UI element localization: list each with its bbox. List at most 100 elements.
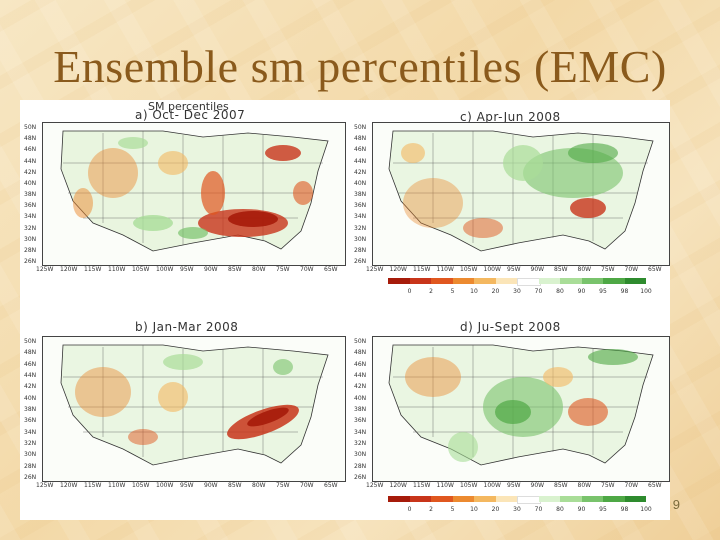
lat-tick-label: 26N <box>354 474 367 481</box>
map-c-svg <box>388 130 654 252</box>
panel-b: b) Jan-Mar 2008 <box>20 318 346 498</box>
lat-tick-label: 28N <box>24 246 37 254</box>
lon-tick-label: 125W <box>36 266 54 273</box>
map-b-svg <box>60 344 329 466</box>
colorbar-swatch <box>409 496 431 502</box>
colorbar-swatch <box>388 278 410 284</box>
colorbar-swatch <box>560 278 582 284</box>
colorbar-swatch <box>452 278 474 284</box>
lat-tick-label: 42N <box>354 383 367 391</box>
lon-tick-label: 70W <box>624 266 639 273</box>
lon-tick-label: 65W <box>324 482 338 489</box>
colorbar-label: 80 <box>556 288 564 295</box>
lat-tick-label: 44N <box>354 372 367 379</box>
figure-title: SM percentiles <box>148 100 229 113</box>
lat-tick-label: 30N <box>354 235 367 243</box>
colorbar-label: 5 <box>450 288 455 295</box>
lat-tick-label: 40N <box>354 394 367 402</box>
lon-tick-label: 90W <box>530 266 545 273</box>
lat-tick-label: 30N <box>24 451 37 459</box>
colorbar-label: 100 <box>640 506 652 513</box>
wet-anomalies-d <box>448 349 638 462</box>
lat-tick-label: 46N <box>354 360 367 368</box>
lon-tick-label: 115W <box>84 266 102 273</box>
colorbar-label: 0 <box>407 506 412 513</box>
colorbar-top: 0 2 5 10 20 30 70 80 90 95 98 100 <box>388 278 652 298</box>
lat-tick-label: 38N <box>354 191 367 198</box>
lon-tick-label: 125W <box>366 266 384 273</box>
colorbar-label: 10 <box>470 288 478 295</box>
lon-tick-label: 100W <box>156 482 174 489</box>
colorbar-swatch <box>517 278 541 286</box>
lat-tick-label: 46N <box>354 146 367 154</box>
lon-tick-label: 120W <box>389 266 407 273</box>
colorbar-label: 10 <box>470 506 478 513</box>
colorbar-label: 0 <box>407 288 412 295</box>
map-panel-d <box>372 336 670 482</box>
lat-tick-label: 50N <box>354 338 367 345</box>
lon-tick-label: 120W <box>60 482 78 489</box>
colorbar-label: 30 <box>513 288 521 295</box>
panel-c-title: c) Apr-Jun 2008 <box>460 110 561 124</box>
lon-tick-label: 70W <box>624 482 639 489</box>
lon-tick-label: 75W <box>276 266 290 273</box>
lon-tick-label: 80W <box>252 482 266 489</box>
map-d-svg <box>388 344 654 466</box>
sm-percentiles-figure: SM percentiles a) Oct- Dec 2007 <box>20 100 670 520</box>
wet-anomalies-b <box>163 354 293 375</box>
lat-tick-label: 32N <box>354 440 367 447</box>
lon-tick-label: 95W <box>180 266 194 273</box>
colorbar-label: 70 <box>534 506 543 513</box>
wet-anomalies-c <box>503 143 623 198</box>
colorbar-swatch <box>560 496 582 502</box>
colorbar-label: 98 <box>620 288 629 295</box>
panel-b-title: b) Jan-Mar 2008 <box>135 320 239 334</box>
lat-tick-label: 28N <box>354 462 367 470</box>
colorbar-bottom: 0 2 5 10 20 30 70 80 90 95 98 100 <box>388 496 652 516</box>
colorbar-swatch <box>474 278 496 284</box>
lon-tick-label: 90W <box>204 482 218 489</box>
lat-tick-label: 42N <box>24 383 37 391</box>
colorbar-swatch <box>517 496 541 504</box>
lon-tick-label: 80W <box>252 266 266 273</box>
lon-tick-label: 110W <box>108 482 126 489</box>
lon-tick-label: 85W <box>228 482 242 489</box>
panel-a: a) Oct- Dec 2007 <box>20 108 346 278</box>
lat-tick-label: 40N <box>24 179 37 187</box>
lon-tick-label: 105W <box>132 266 150 273</box>
colorbar-swatch <box>452 496 474 502</box>
colorbar-swatch <box>624 278 646 284</box>
lon-tick-label: 70W <box>300 482 314 489</box>
lat-tick-label: 48N <box>24 349 37 357</box>
colorbar-swatch <box>474 496 496 502</box>
lon-tick-label: 120W <box>60 266 78 273</box>
colorbar-label: 90 <box>577 506 586 513</box>
lat-tick-label: 32N <box>354 224 367 232</box>
lon-tick-label: 105W <box>460 482 478 489</box>
lat-tick-label: 28N <box>24 462 37 470</box>
lon-tick-label: 125W <box>366 482 384 489</box>
lon-tick-label: 65W <box>648 482 662 489</box>
lat-tick-label: 44N <box>24 157 37 165</box>
lon-tick-label: 110W <box>108 266 126 273</box>
panel-c: c) Apr-Jun 2008 <box>350 108 670 298</box>
map-panel-c <box>372 122 670 266</box>
colorbar-label: 20 <box>491 506 500 513</box>
lat-tick-label: 26N <box>24 474 37 481</box>
map-panel-b <box>42 336 346 482</box>
lon-tick-label: 120W <box>389 482 407 489</box>
colorbar-swatch <box>538 278 560 284</box>
lat-tick-label: 50N <box>24 124 37 131</box>
lat-tick-label: 44N <box>24 372 37 379</box>
lon-tick-label: 115W <box>413 266 431 273</box>
lat-tick-label: 38N <box>354 406 367 413</box>
lat-tick-label: 34N <box>24 428 37 436</box>
map-panel-a <box>42 122 346 266</box>
colorbar-label: 90 <box>577 288 586 295</box>
colorbar-label: 80 <box>556 506 564 513</box>
page-number: 9 <box>672 497 680 512</box>
lon-tick-label: 95W <box>180 482 194 489</box>
colorbar-label: 70 <box>534 288 543 295</box>
lat-tick-label: 42N <box>354 168 367 176</box>
lat-tick-label: 30N <box>24 235 37 243</box>
